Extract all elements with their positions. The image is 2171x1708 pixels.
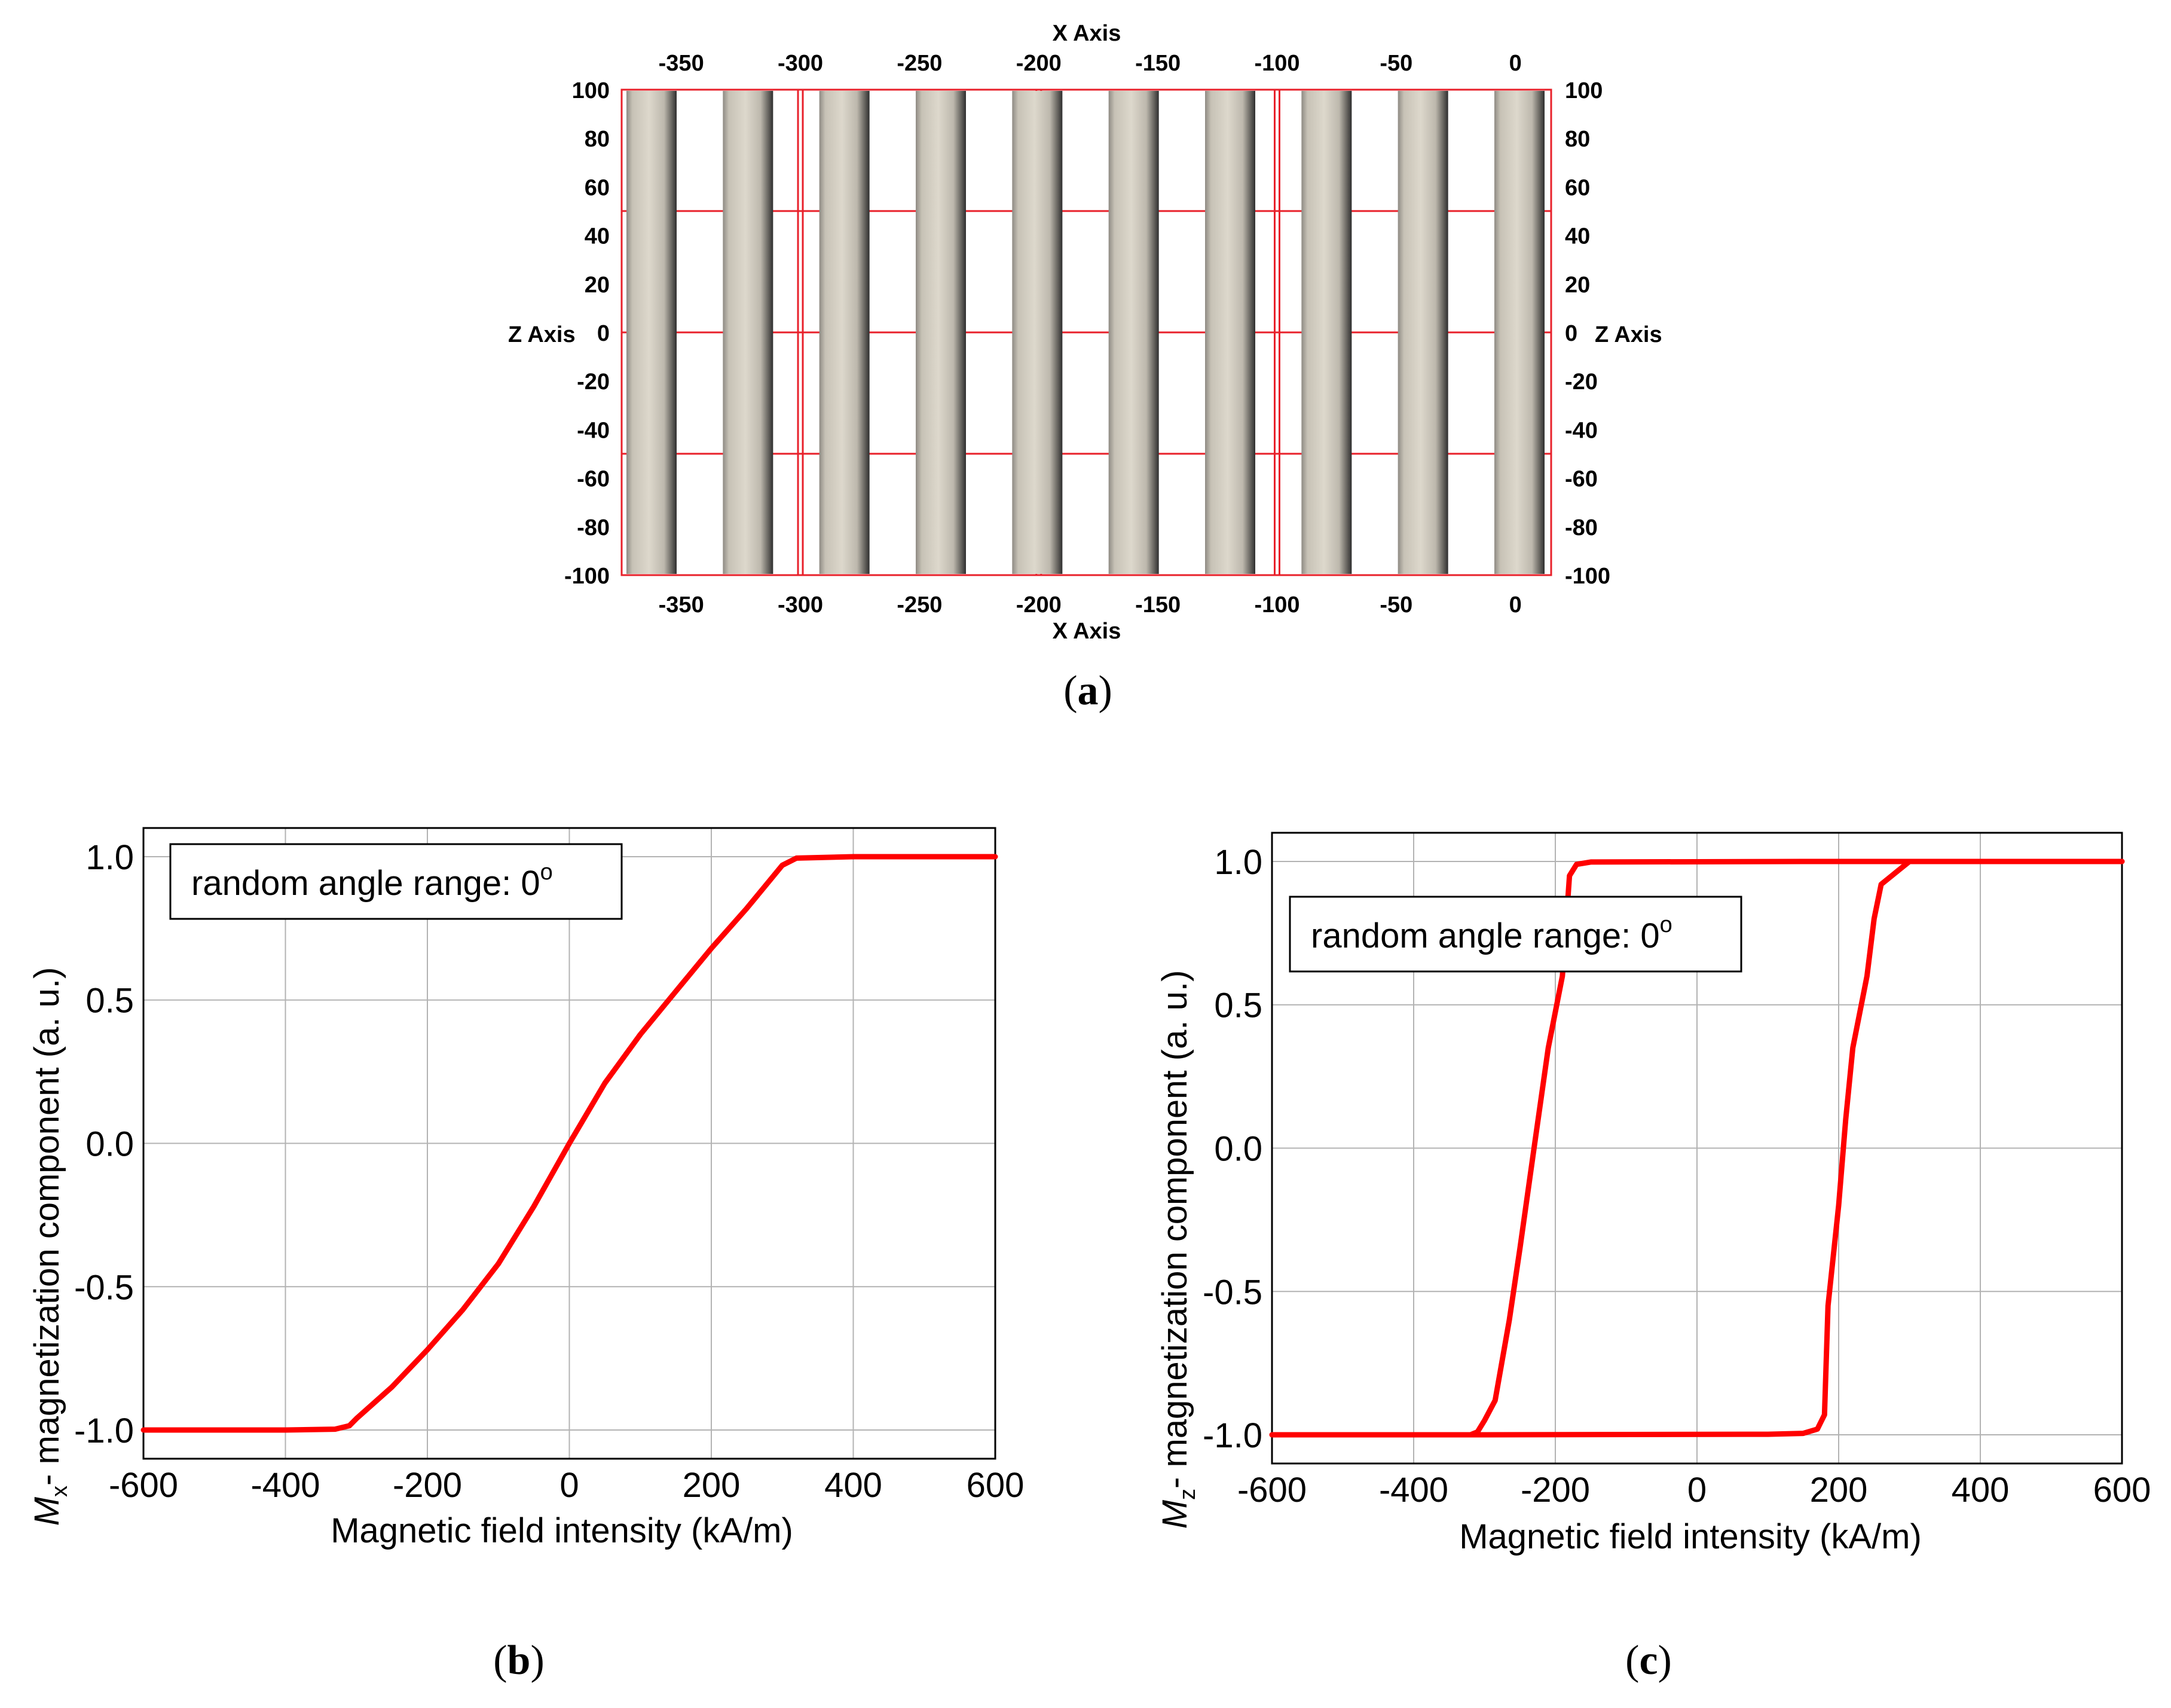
panel-a-z-tick-right: 0 (1565, 321, 1577, 346)
panel-a-z-tick-right: -60 (1565, 467, 1598, 492)
panel-a-x-tick-top: -350 (659, 51, 704, 76)
panel-a-z-tick-right: -100 (1565, 564, 1610, 589)
panel-a-x-tick-bottom: -250 (897, 592, 942, 618)
panel-c-x-tick-label: -400 (1379, 1471, 1448, 1510)
panel-a-x-tick-top: 0 (1509, 51, 1522, 76)
panel-b-y-tick-label: 1.0 (85, 838, 134, 877)
panel-a-z-tick-right: 20 (1565, 273, 1590, 298)
panel-c-x-tick-label: 400 (1952, 1471, 2010, 1510)
panel-a-z-tick-left: 20 (585, 273, 610, 298)
panel-a-x-tick-bottom: -300 (778, 592, 823, 618)
panel-b-x-tick-label: 600 (967, 1466, 1025, 1505)
panel-a-z-axis-label-left: Z Axis (508, 322, 576, 347)
nanowire (1012, 91, 1062, 574)
panel-b-legend-text: random angle range: 0o (191, 860, 553, 903)
nanowire (1494, 91, 1545, 574)
panel-c-x-tick-label: 600 (2093, 1471, 2151, 1510)
panel-a-z-tick-left: 40 (585, 224, 610, 249)
panel-a-x-tick-top: -200 (1016, 51, 1062, 76)
panel-b-y-tick-label: 0.0 (85, 1125, 134, 1164)
panel-c-chart: -600 -400 -200 0 200 400 600-1.0-0.50.00.51.0 … (1155, 833, 2151, 1683)
panel-c-y-axis-label: Mz- magnetization component (a. u.) (1155, 970, 1200, 1529)
panel-b-x-tick-label: -600 (109, 1466, 178, 1505)
nanowire (1205, 91, 1255, 574)
panel-c-x-tick-label: -200 (1521, 1471, 1590, 1510)
panel-a-z-tick-right: 80 (1565, 127, 1590, 152)
panel-a-z-tick-left: -100 (564, 564, 610, 589)
panel-b-y-tick-label: -1.0 (74, 1411, 134, 1450)
panel-c-x-tick-label: 0 (1687, 1471, 1707, 1510)
panel-a-x-tick-top: -300 (778, 51, 823, 76)
nanowire (1398, 91, 1448, 574)
panel-a-z-tick-right: 40 (1565, 224, 1590, 249)
panel-b-y-axis-label: Mx- magnetization component (a. u.) (27, 967, 72, 1526)
panel-b-x-tick-label: -400 (250, 1466, 320, 1505)
panel-c-y-tick-label: 0.5 (1214, 986, 1262, 1025)
panel-a-x-tick-top: -250 (897, 51, 942, 76)
panel-b-caption: (b) (493, 1637, 545, 1683)
panel-a-x-axis-label-top: X Axis (1053, 21, 1121, 46)
panel-a-z-tick-left: 100 (572, 78, 610, 103)
panel-a-x-tick-bottom: -100 (1254, 592, 1299, 618)
panel-b-x-tick-label: -200 (393, 1466, 462, 1505)
panel-a-z-tick-left: 80 (585, 127, 610, 152)
panel-c-x-tick-label: -600 (1237, 1471, 1307, 1510)
panel-a-z-tick-left: -20 (577, 369, 610, 395)
panel-a-z-tick-right: -40 (1565, 418, 1598, 443)
nanowire (1301, 91, 1351, 574)
panel-a-x-tick-bottom: 0 (1509, 592, 1522, 618)
nanowire (820, 91, 870, 574)
panel-b-x-tick-label: 200 (683, 1466, 741, 1505)
nanowire (626, 91, 677, 574)
panel-b-y-tick-label: -0.5 (74, 1268, 134, 1307)
panel-b-x-tick-label: 0 (559, 1466, 579, 1505)
panel-a-z-tick-left: -80 (577, 515, 610, 540)
panel-c-legend-text: random angle range: 0o (1311, 912, 1672, 955)
panel-c-x-axis-label: Magnetic field intensity (kA/m) (1459, 1517, 1922, 1556)
panel-c-caption: (c) (1625, 1637, 1672, 1683)
panel-c-y-tick-label: -1.0 (1203, 1416, 1262, 1455)
panel-a-z-axis-label-right: Z Axis (1595, 322, 1662, 347)
panel-b-x-tick-label: 400 (824, 1466, 882, 1505)
panel-c-legend: random angle range: 0o (1290, 897, 1741, 971)
panel-a-caption: (a) (1063, 668, 1112, 714)
panel-a-z-tick-left: -40 (577, 418, 610, 443)
panel-a-z-tick-left: 0 (597, 321, 610, 346)
nanowire (916, 91, 966, 574)
panel-a-x-tick-top: -150 (1135, 51, 1181, 76)
panel-c-y-tick-label: -0.5 (1203, 1273, 1262, 1312)
panel-a-wire-array: -350-350-300-300-250-250-200-200-150-150… (508, 21, 1662, 714)
panel-a-z-tick-left: 60 (585, 175, 610, 200)
panel-a-x-tick-bottom: -350 (659, 592, 704, 618)
panel-a-tick-labels: -350-350-300-300-250-250-200-200-150-150… (564, 51, 1610, 618)
panel-a-x-tick-top: -50 (1380, 51, 1412, 76)
panel-a-x-tick-bottom: -150 (1135, 592, 1181, 618)
panel-a-x-tick-bottom: -200 (1016, 592, 1062, 618)
panel-b-chart: -600 -400 -200 0 200 400 600-1.0-0.50.00.51.0 … (27, 828, 1024, 1683)
nanowire (723, 91, 773, 574)
panel-c-y-tick-label: 1.0 (1214, 843, 1262, 882)
panel-a-z-tick-right: -80 (1565, 515, 1598, 540)
panel-b-y-tick-label: 0.5 (85, 982, 134, 1020)
panel-b-tick-labels: -600 -400 -200 0 200 400 600 -1.0 -0.5 0.0 0.5 1.0 (74, 838, 1024, 1505)
panel-a-z-tick-left: -60 (577, 467, 610, 492)
panel-a-z-tick-right: -20 (1565, 369, 1598, 395)
panel-a-x-axis-label-bottom: X Axis (1053, 619, 1121, 644)
panel-a-z-tick-right: 60 (1565, 175, 1590, 200)
panel-b-legend: random angle range: 0o (170, 844, 622, 919)
panel-c-y-tick-label: 0.0 (1214, 1130, 1262, 1169)
panel-a-x-tick-bottom: -50 (1380, 592, 1412, 618)
nanowire (1109, 91, 1159, 574)
panel-b-x-axis-label: Magnetic field intensity (kA/m) (331, 1511, 793, 1550)
figure-canvas: -350-350-300-300-250-250-200-200-150-150… (0, 0, 2171, 1708)
panel-a-x-tick-top: -100 (1254, 51, 1299, 76)
panel-c-x-tick-label: 200 (1810, 1471, 1868, 1510)
panel-a-z-tick-right: 100 (1565, 78, 1603, 103)
